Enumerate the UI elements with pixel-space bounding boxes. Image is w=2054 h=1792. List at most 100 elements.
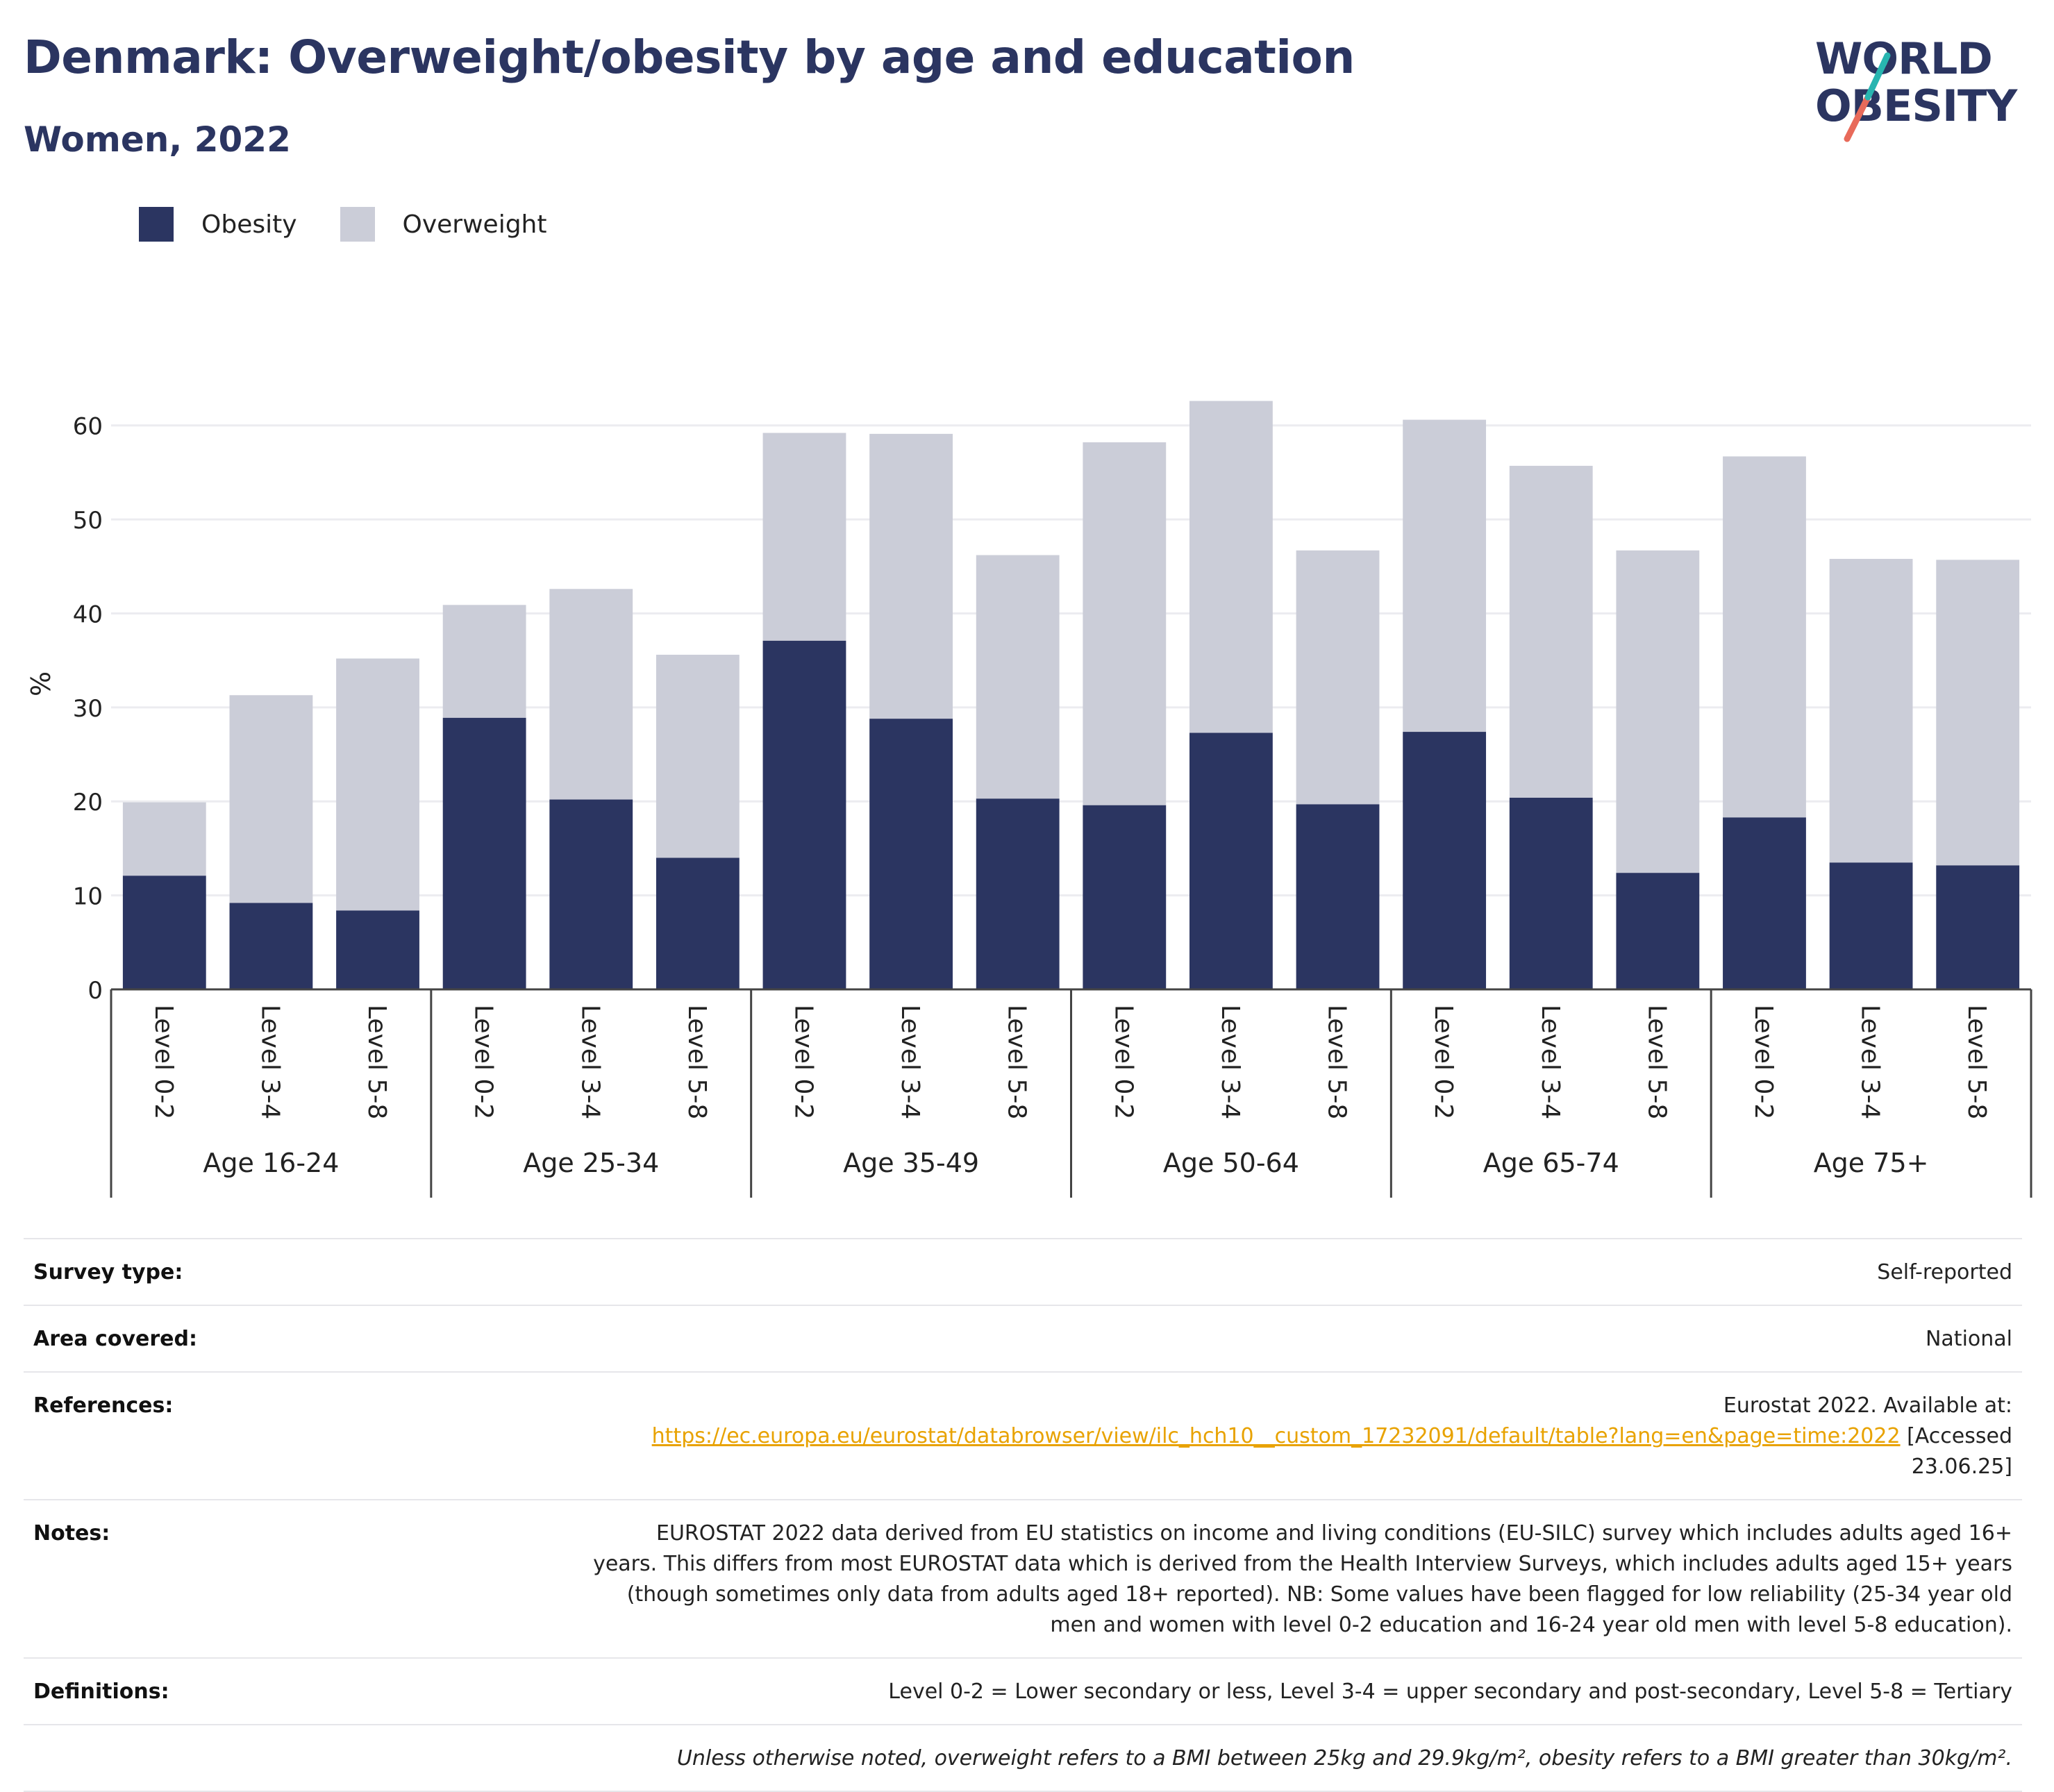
bar-overweight [1083,442,1167,805]
y-tick-label: 40 [73,601,103,628]
references-link[interactable]: https://ec.europa.eu/eurostat/databrowse… [651,1424,1901,1448]
bar-obesity [1509,797,1593,989]
notes-line: (though sometimes only data from adults … [626,1582,2012,1607]
notes-line: men and women with level 0-2 education a… [1050,1613,2012,1637]
notes-line: EUROSTAT 2022 data derived from EU stati… [656,1521,2012,1546]
area-covered-value: National [1925,1327,2012,1351]
bar-obesity [549,799,633,989]
x-group-label: Age 16-24 [203,1148,339,1178]
x-group-label: Age 25-34 [523,1148,659,1178]
info-row-area-covered: Area covered: National [24,1306,2022,1373]
x-tick-label: Level 0-2 [149,1005,178,1119]
bar-overweight [1616,550,1700,873]
bar-obesity [656,857,740,989]
world-obesity-logo: WORLD OBESITY [1815,33,2019,142]
y-tick-label: 20 [73,789,103,817]
bar-obesity [122,876,206,989]
bar-overweight [336,658,419,911]
bar-obesity [442,717,526,989]
info-row-footnote: Unless otherwise noted, overweight refer… [24,1725,2022,1792]
x-tick-label: Level 3-4 [1536,1005,1564,1119]
x-tick-label: Level 5-8 [683,1005,711,1119]
svg-text:WORLD: WORLD [1815,33,1992,84]
notes-value: EUROSTAT 2022 data derived from EU stati… [325,1518,2012,1641]
references-label: References: [33,1393,174,1418]
y-tick-label: 50 [73,507,103,535]
notes-label: Notes: [33,1521,110,1546]
x-tick-label: Level 3-4 [896,1005,924,1119]
x-tick-label: Level 3-4 [1856,1005,1885,1119]
references-line3: 23.06.25] [1911,1455,2012,1479]
bar-obesity [1296,804,1380,989]
x-tick-label: Level 5-8 [1962,1005,1991,1119]
bar-overweight [1829,558,1913,863]
bar-overweight [656,655,740,858]
area-covered-label: Area covered: [33,1327,197,1351]
bar-obesity [1189,732,1273,989]
bar-overweight [229,695,313,903]
bar-overweight [122,802,206,876]
x-tick-label: Level 3-4 [256,1005,284,1119]
bar-overweight [549,589,633,800]
bar-overweight [1936,560,2020,866]
info-row-references: References: Eurostat 2022. Available at:… [24,1373,2022,1500]
x-tick-label: Level 0-2 [1429,1005,1458,1119]
x-group-label: Age 35-49 [843,1148,979,1178]
bar-obesity [1403,732,1487,989]
bmi-footnote: Unless otherwise noted, overweight refer… [676,1746,2012,1770]
y-axis-label: % [26,671,56,696]
x-tick-label: Level 0-2 [469,1005,498,1119]
x-tick-label: Level 5-8 [1642,1005,1671,1119]
bar-obesity [1083,805,1167,989]
definitions-value: Level 0-2 = Lower secondary or less, Lev… [888,1680,2012,1704]
x-tick-label: Level 0-2 [1749,1005,1778,1119]
bar-obesity [229,903,313,989]
bar-overweight [869,433,953,719]
bar-obesity [976,798,1060,989]
info-row-survey-type: Survey type: Self-reported [24,1239,2022,1306]
references-value: Eurostat 2022. Available at: https://ec.… [325,1391,2012,1482]
x-tick-label: Level 0-2 [1109,1005,1137,1119]
page-subtitle: Women, 2022 [24,119,291,160]
bar-obesity [1616,873,1700,989]
legend-label-overweight: Overweight [402,210,547,239]
references-line1: Eurostat 2022. Available at: [1723,1393,2012,1418]
legend-swatch-overweight [340,207,375,242]
y-tick-label: 10 [73,883,103,911]
bar-overweight [1403,419,1487,732]
svg-text:OBESITY: OBESITY [1815,81,2018,131]
bar-obesity [1829,862,1913,989]
x-tick-label: Level 5-8 [362,1005,391,1119]
y-tick-label: 30 [73,695,103,723]
info-table: Survey type: Self-reported Area covered:… [24,1238,2022,1792]
bar-overweight [1723,456,1806,818]
bar-overweight [762,433,846,641]
bar-overweight [1189,401,1273,733]
survey-type-value: Self-reported [1877,1260,2012,1284]
bar-obesity [1723,817,1806,989]
bar-obesity [1936,865,2020,989]
survey-type-label: Survey type: [33,1260,183,1284]
chart-legend: Obesity Overweight [139,205,590,244]
info-row-definitions: Definitions: Level 0-2 = Lower secondary… [24,1659,2022,1725]
x-tick-label: Level 5-8 [1323,1005,1351,1119]
x-group-label: Age 50-64 [1163,1148,1299,1178]
x-group-label: Age 75+ [1814,1148,1929,1178]
bar-obesity [336,910,419,989]
y-tick-label: 60 [73,413,103,441]
bar-overweight [442,605,526,718]
y-tick-label: 0 [87,977,103,1005]
bar-overweight [976,555,1060,799]
legend-swatch-obesity [139,207,174,242]
notes-line: years. This differs from most EUROSTAT d… [593,1552,2012,1576]
bar-obesity [762,640,846,989]
stacked-bar-chart: 0 10 20 30 40 50 60% Level 0-2 Level 3-4 Level 5-… [26,401,2032,1198]
bar-overweight [1509,465,1593,798]
bar-obesity [869,719,953,989]
info-row-notes: Notes: EUROSTAT 2022 data derived from E… [24,1500,2022,1659]
definitions-label: Definitions: [33,1680,169,1704]
x-tick-label: Level 5-8 [1003,1005,1031,1119]
legend-label-obesity: Obesity [201,210,297,239]
x-tick-label: Level 3-4 [576,1005,604,1119]
references-accessed: [Accessed [1900,1424,2012,1448]
